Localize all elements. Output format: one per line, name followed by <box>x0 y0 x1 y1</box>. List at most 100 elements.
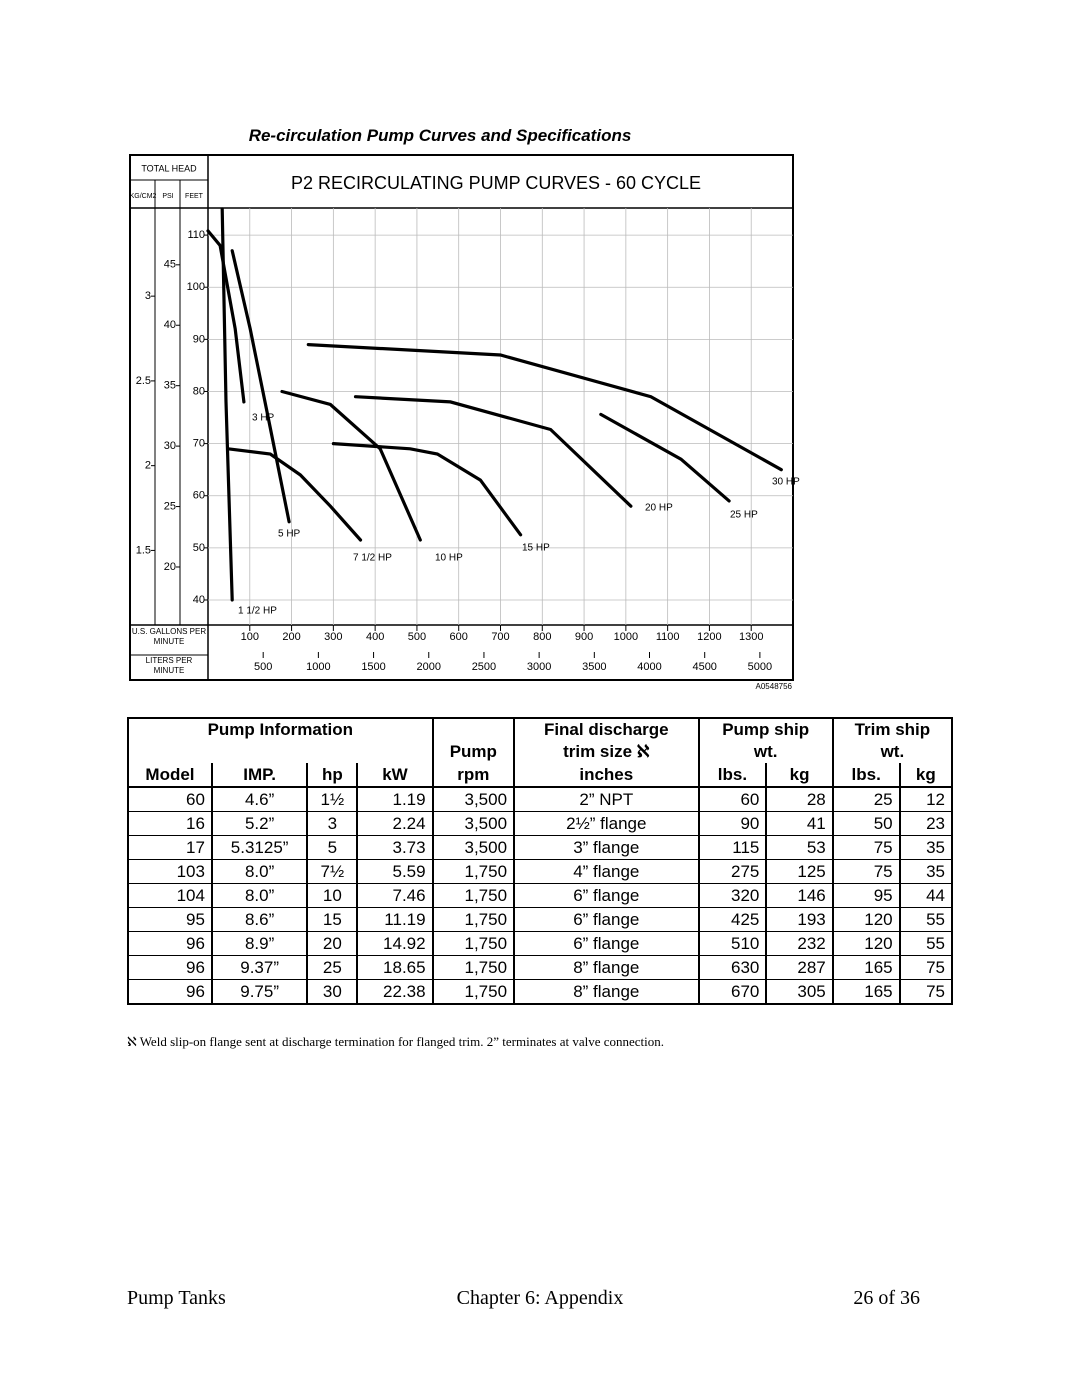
x-label: U.S. GALLONS PER MINUTE <box>131 627 207 646</box>
x-tick-label: 300 <box>324 631 342 643</box>
y2-tick-label: 45 <box>164 259 176 271</box>
pump-curve <box>353 395 633 508</box>
table-cell: 9.75” <box>210 979 309 1005</box>
y2-tick-label: 20 <box>164 561 176 573</box>
header-text: Trim ship <box>854 720 931 739</box>
table-cell: 120 <box>831 907 901 932</box>
table-cell: 1,750 <box>431 979 516 1005</box>
column-header: inches <box>513 763 700 788</box>
table-cell: 7½ <box>306 859 359 884</box>
header-cell: Final discharge trim size ℵ <box>513 718 700 763</box>
pump-curve <box>206 229 246 404</box>
table-cell: 630 <box>697 955 768 980</box>
table-cell: 1,750 <box>431 859 516 884</box>
x-tick-label: 800 <box>533 631 551 643</box>
table-cell: 8.6” <box>210 907 309 932</box>
table-cell: 75 <box>831 835 901 860</box>
table-cell: 25 <box>831 787 901 812</box>
header-text: wt. <box>880 742 905 761</box>
y-label: FEET <box>185 193 204 200</box>
table-cell: 15 <box>306 907 359 932</box>
curve-label: 7 1/2 HP <box>353 553 392 564</box>
table-cell: 8” flange <box>513 955 700 980</box>
curve-label: 5 HP <box>278 529 301 540</box>
table-cell: 75 <box>898 955 954 980</box>
header-text: Pump ship <box>722 720 810 739</box>
x2-label-box: LITERS PER MINUTE <box>146 656 193 675</box>
table-cell: 8” flange <box>513 979 700 1005</box>
x2-tick-label: 5000 <box>748 661 772 673</box>
table-cell: 3,500 <box>431 811 516 836</box>
header-cell <box>431 718 516 738</box>
curve-label: 1 1/2 HP <box>238 606 277 617</box>
x-tick-label: 100 <box>241 631 259 643</box>
curve-label: 20 HP <box>645 503 673 514</box>
table-cell: 23 <box>898 811 954 836</box>
table-cell: 193 <box>765 907 834 932</box>
table-cell: 4” flange <box>513 859 700 884</box>
y-tick-label: 100 <box>187 281 205 293</box>
table-cell: 22.38 <box>356 979 434 1005</box>
y2-tick-label: 30 <box>164 440 176 452</box>
header-cell: Pump Information <box>127 718 434 763</box>
pump-curve <box>306 343 783 472</box>
table-cell: 146 <box>765 883 834 908</box>
table-cell: 55 <box>898 907 954 932</box>
x2-tick-label: 4000 <box>637 661 661 673</box>
table-cell: 103 <box>127 859 213 884</box>
table-cell: 1.19 <box>356 787 434 812</box>
x2-tick-label: 2500 <box>472 661 496 673</box>
table-cell: 5 <box>306 835 359 860</box>
data-row: 17 5.3125” 5 3.73 3,500 3” flange 115 53 75 35 <box>127 835 954 860</box>
header-text: wt. <box>753 742 778 761</box>
data-row: 16 5.2” 3 2.24 3,500 2½” flange 90 41 50 23 <box>127 811 954 836</box>
table-cell: 4.6” <box>210 787 309 812</box>
x-tick-label: 1200 <box>697 631 721 643</box>
y3-tick-label: 2 <box>145 460 151 472</box>
x2-tick-label: 1000 <box>306 661 330 673</box>
table-cell: 75 <box>898 979 954 1005</box>
pump-curve <box>280 389 422 542</box>
table-cell: 96 <box>127 979 213 1005</box>
table-cell: 1,750 <box>431 955 516 980</box>
chart-frame <box>129 154 794 681</box>
x2-tick-label: 3000 <box>527 661 551 673</box>
table-cell: 1,750 <box>431 907 516 932</box>
column-header: kg <box>898 763 954 788</box>
table-cell: 3,500 <box>431 835 516 860</box>
data-row: 95 8.6” 15 11.19 1,750 6” flange 425 193 120 55 <box>127 907 954 932</box>
table-cell: 30 <box>306 979 359 1005</box>
table-cell: 17 <box>127 835 213 860</box>
table-cell: 2.24 <box>356 811 434 836</box>
pump-curve <box>599 412 731 503</box>
table-cell: 3,500 <box>431 787 516 812</box>
table-cell: 75 <box>831 859 901 884</box>
footer-right: 26 of 36 <box>853 1287 920 1309</box>
column-header: kg <box>765 763 834 788</box>
table-cell: 1,750 <box>431 931 516 956</box>
table-cell: 96 <box>127 955 213 980</box>
table-cell: 104 <box>127 883 213 908</box>
y-header: TOTAL HEAD <box>141 163 197 173</box>
table-cell: 55 <box>898 931 954 956</box>
table-cell: 25 <box>306 955 359 980</box>
chart-title: P2 RECIRCULATING PUMP CURVES - 60 CYCLE <box>291 173 701 193</box>
y-tick-label: 110 <box>187 229 205 241</box>
header-text: Final discharge <box>543 720 669 739</box>
table-cell: 8.9” <box>210 931 309 956</box>
pump-curve <box>226 447 363 542</box>
y3-tick-label: 2.5 <box>136 375 151 387</box>
table-cell: 3” flange <box>513 835 700 860</box>
table-cell: 16 <box>127 811 213 836</box>
x2-tick-label: 500 <box>254 661 272 673</box>
curve-label: 10 HP <box>435 553 463 564</box>
x-tick-label: 600 <box>450 631 468 643</box>
table-cell: 35 <box>898 835 954 860</box>
table-cell: 425 <box>697 907 768 932</box>
spec-table: Pump Information Final discharge trim siz… <box>127 717 954 1005</box>
y2-tick-label: 25 <box>164 500 176 512</box>
table-cell: 95 <box>831 883 901 908</box>
curve-label: 3 HP <box>252 413 275 424</box>
table-cell: 125 <box>765 859 834 884</box>
